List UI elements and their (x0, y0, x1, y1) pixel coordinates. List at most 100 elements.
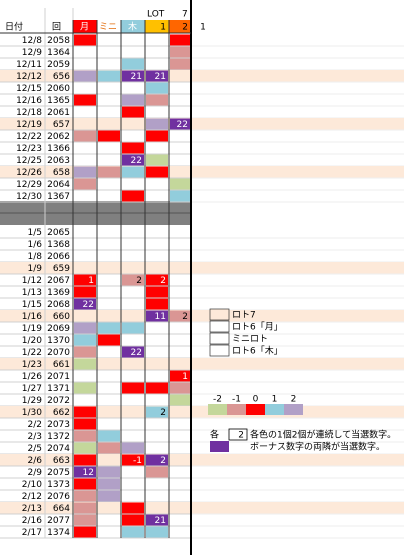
round-no: 2070 (47, 348, 70, 358)
round-no: 2062 (47, 132, 70, 142)
round-no: 656 (53, 72, 70, 82)
cell (74, 418, 96, 430)
cell (122, 142, 144, 154)
round-no: 660 (53, 312, 70, 322)
cell (74, 346, 96, 358)
header-lot: LOT (147, 10, 165, 20)
header-b2 (169, 20, 191, 33)
cell (74, 274, 96, 286)
round-no: 2064 (47, 180, 70, 190)
scale-box (227, 404, 246, 415)
date: 1/22 (22, 348, 42, 358)
round-no: 658 (53, 168, 70, 178)
date: 2/13 (22, 504, 42, 514)
round-no: 2063 (47, 156, 70, 166)
round-no: 2058 (47, 36, 70, 46)
date: 1/27 (22, 384, 42, 394)
cell (122, 502, 144, 514)
cell (74, 442, 96, 454)
date: 1/15 (22, 300, 42, 310)
round-no: 2069 (47, 324, 70, 334)
cell-text: 21 (131, 72, 142, 82)
cell (170, 46, 190, 58)
cell (146, 154, 168, 166)
round-no: 2065 (47, 228, 70, 238)
date: 2/10 (22, 480, 42, 490)
legend-text: ロト7 (232, 311, 256, 321)
round-no: 2077 (47, 516, 70, 526)
cell (74, 502, 96, 514)
legend-box (209, 332, 230, 345)
round-no: 2076 (47, 492, 70, 502)
row-highlight (0, 262, 404, 274)
date: 2/16 (22, 516, 42, 526)
date: 1/23 (22, 360, 42, 370)
legend-text: ロト6「木」 (232, 345, 283, 357)
round-no: 1364 (47, 48, 70, 58)
date: 1/12 (22, 276, 42, 286)
header-extra: 1 (200, 23, 206, 33)
round-no: 2072 (47, 396, 70, 406)
scale-box (265, 404, 284, 415)
header-b2-text: 2 (182, 23, 188, 33)
cell (146, 514, 168, 526)
round-no: 664 (53, 504, 70, 514)
cell (122, 190, 144, 202)
cell (146, 466, 168, 478)
cell-text: 22 (131, 348, 142, 358)
date: 12/23 (16, 144, 42, 154)
round-no: 2066 (47, 252, 70, 262)
date: 2/5 (28, 444, 42, 454)
cell (74, 322, 96, 334)
cell-text: 12 (83, 468, 94, 478)
scale-label: 1 (272, 395, 278, 405)
round-no: 1374 (47, 528, 70, 538)
cell (146, 406, 168, 418)
round-no: 2074 (47, 444, 70, 454)
cell (74, 34, 96, 46)
date: 1/5 (28, 228, 42, 238)
round-no: 1373 (47, 480, 70, 490)
cell (74, 526, 96, 538)
round-no: 1369 (47, 288, 70, 298)
cell (74, 94, 96, 106)
cell (74, 514, 96, 526)
round-no: 1370 (47, 336, 70, 346)
cell (146, 130, 168, 142)
round-no: 2059 (47, 60, 70, 70)
cell (98, 166, 120, 178)
cell (146, 82, 168, 94)
date: 1/9 (28, 264, 43, 274)
cell (98, 322, 120, 334)
cell (98, 130, 120, 142)
cell (170, 118, 190, 130)
header-col: 月 (80, 22, 89, 33)
cell (170, 394, 190, 406)
date: 1/8 (28, 252, 43, 262)
date: 1/26 (22, 372, 42, 382)
scale-box (284, 404, 303, 415)
scale-label: -1 (232, 395, 241, 405)
note-box (228, 428, 248, 441)
cell-text: -1 (133, 456, 142, 466)
cell (122, 154, 144, 166)
cell (122, 94, 144, 106)
cell (122, 106, 144, 118)
note-each: 各 (210, 429, 219, 441)
cell (122, 526, 144, 538)
cell (170, 34, 190, 46)
cell-text: 21 (155, 72, 166, 82)
cell (146, 94, 168, 106)
cell-text: 11 (155, 312, 166, 322)
date: 2/6 (28, 456, 43, 466)
note-count: 2 (238, 431, 244, 441)
date: 12/18 (16, 108, 42, 118)
cell (122, 70, 144, 82)
header-col: ミニ (99, 23, 117, 33)
note-line1: 各色の1個2個が連続して当選数字。 (250, 429, 396, 441)
scale-box (208, 404, 227, 415)
date: 12/12 (16, 72, 42, 82)
round-no: 1372 (47, 432, 70, 442)
cell-text: 2 (182, 312, 188, 322)
header-b1-text: 1 (160, 23, 166, 33)
